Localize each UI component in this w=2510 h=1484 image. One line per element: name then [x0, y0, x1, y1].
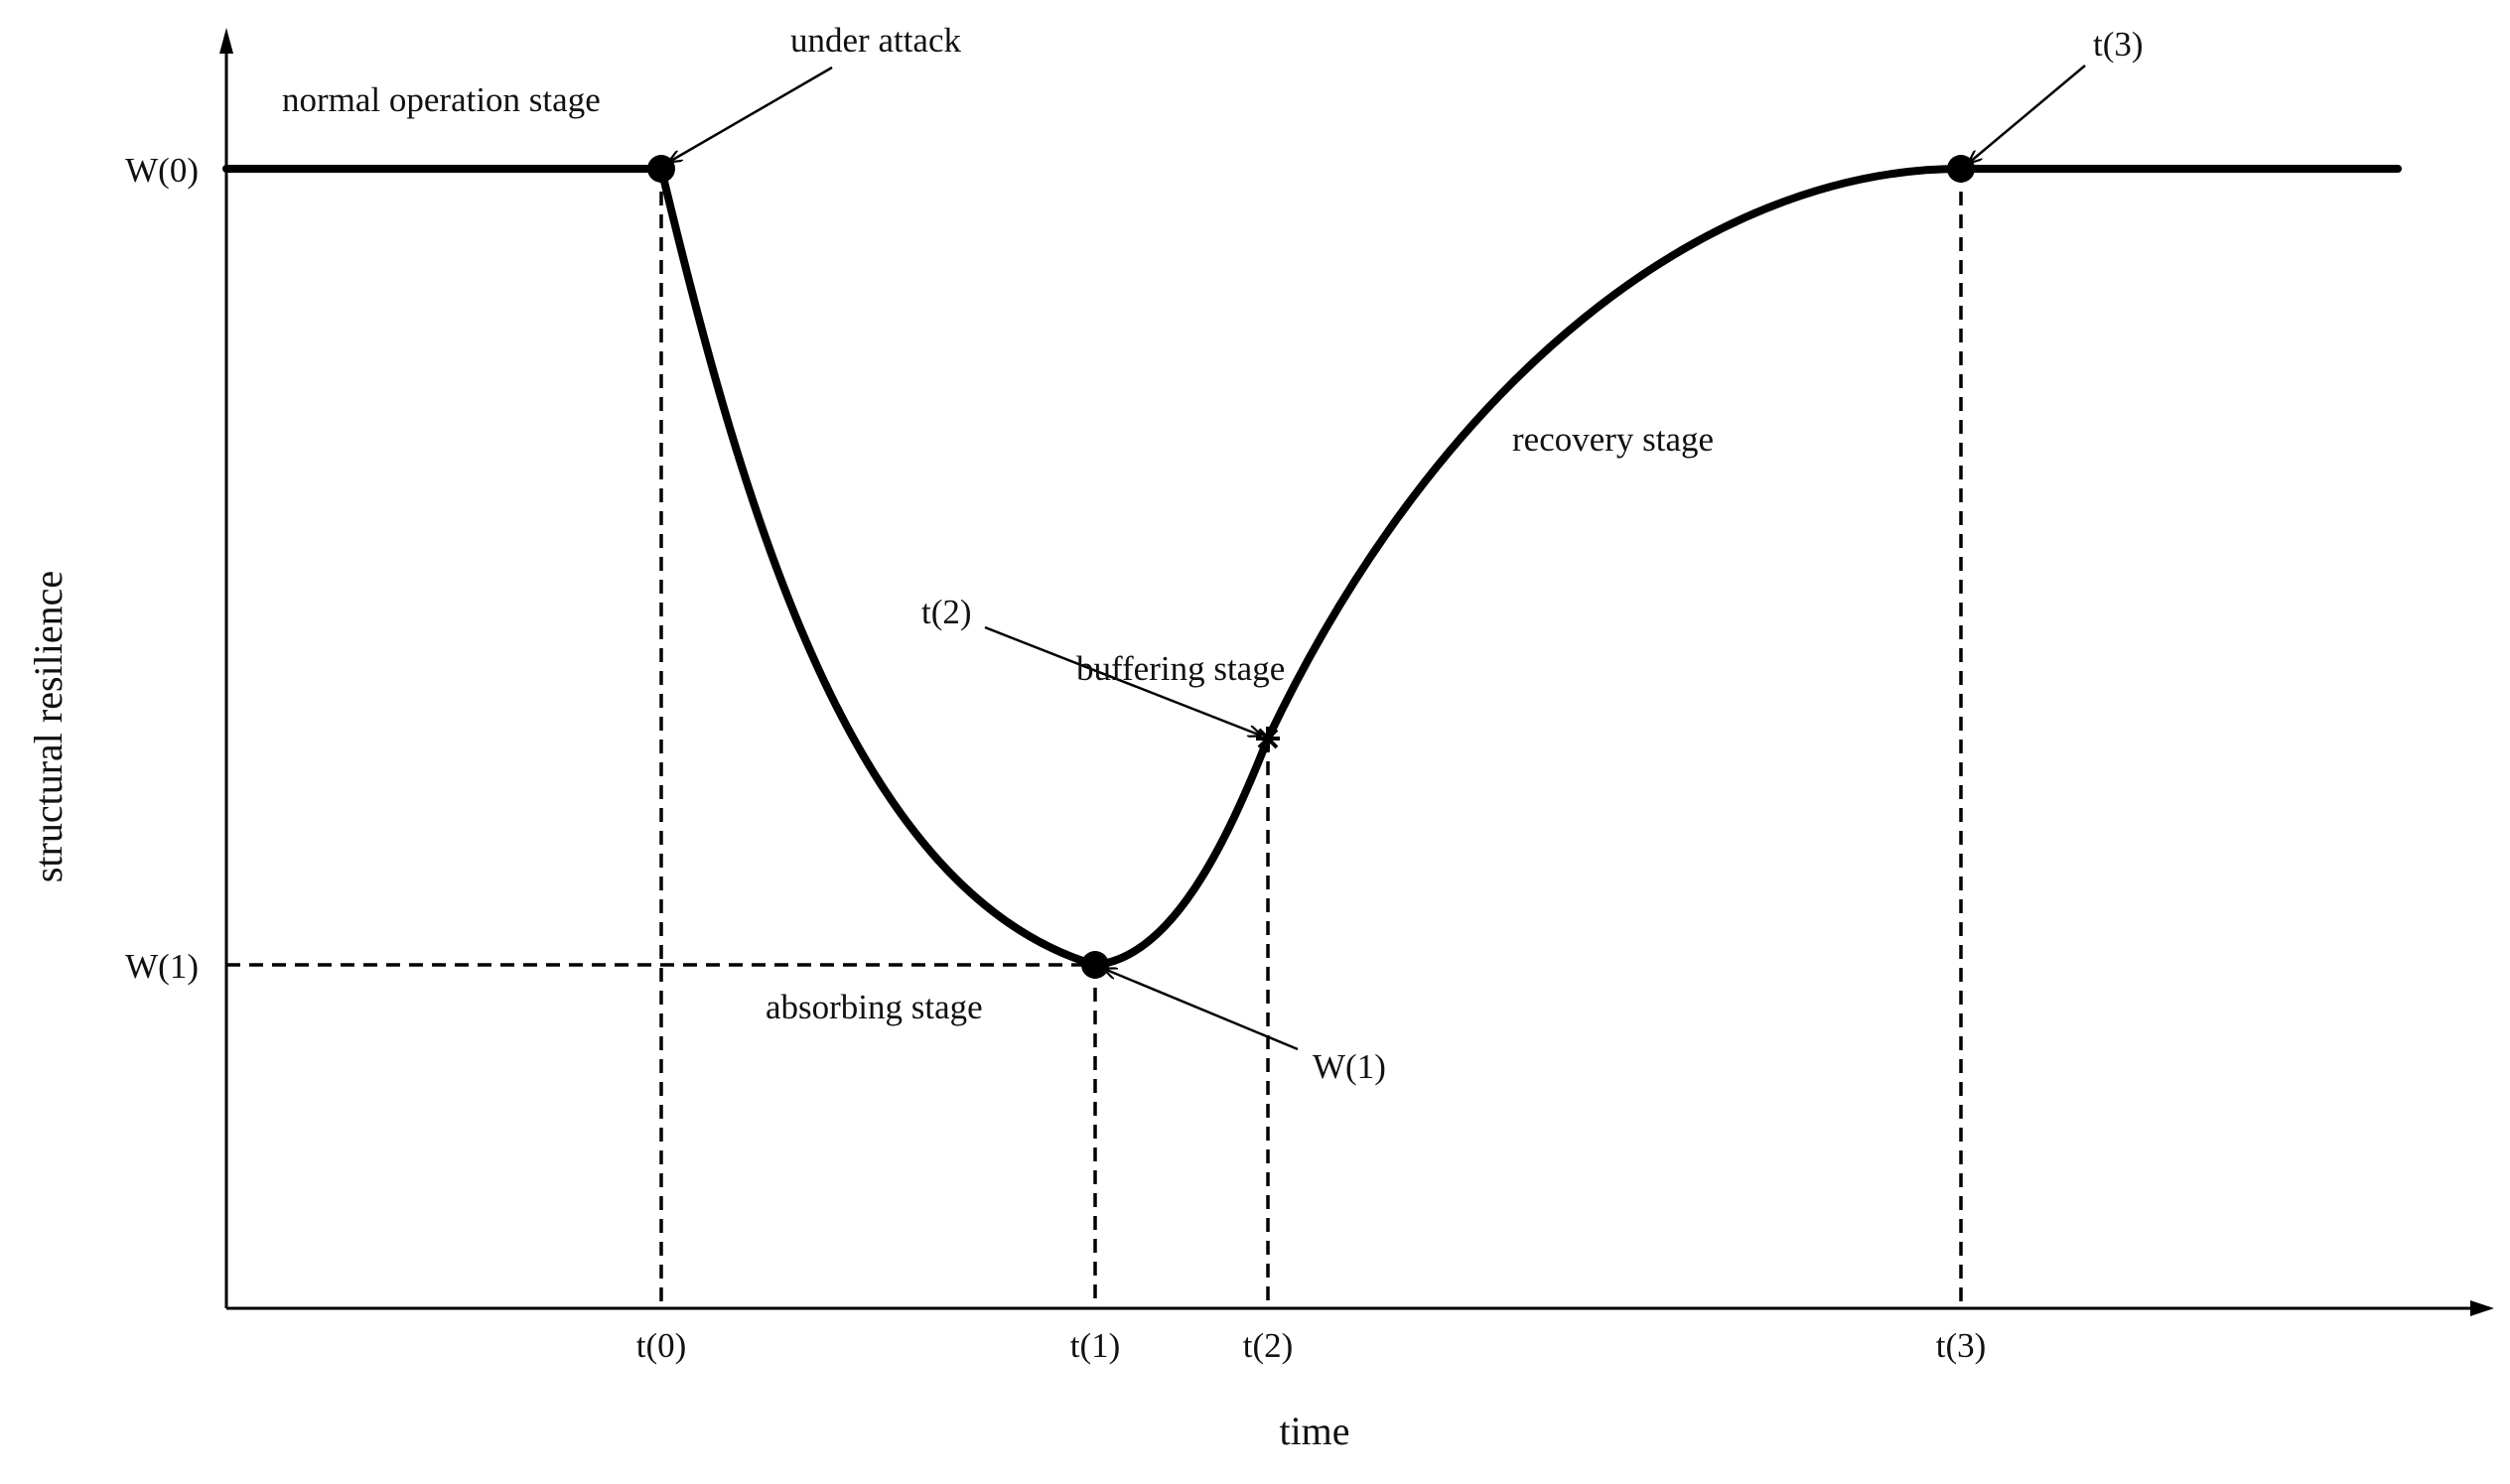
arrow-w1: [1104, 969, 1299, 1051]
annotation-arrows: [669, 65, 2086, 1051]
curve-buffering: [1091, 735, 1272, 969]
arrow-t2: [984, 625, 1261, 736]
guide-lines: [226, 169, 1963, 1308]
label-absorbing-stage: absorbing stage: [766, 988, 983, 1026]
curve-absorbing: [657, 165, 1099, 969]
arrow-under-attack: [669, 66, 833, 162]
x-axis-arrowhead: [2470, 1300, 2494, 1316]
point-minimum: [1081, 951, 1109, 979]
arrow-t3: [1969, 65, 2086, 163]
label-t3-annotation: t(3): [2093, 25, 2144, 64]
y-axis-arrowhead: [219, 28, 233, 54]
label-w1-annotation: W(1): [1313, 1047, 1386, 1086]
point-buffering-star: [1256, 727, 1280, 750]
curve-recovery: [1264, 165, 1965, 742]
label-normal-stage: normal operation stage: [282, 80, 601, 119]
y-tick-w1: W(1): [125, 947, 199, 986]
key-points: [647, 155, 1975, 979]
x-tick-t3: t(3): [1936, 1326, 1987, 1365]
x-axis-title: time: [1279, 1409, 1349, 1453]
label-under-attack: under attack: [790, 21, 961, 60]
point-attack-start: [647, 155, 675, 183]
point-recovered: [1947, 155, 1975, 183]
label-buffering-stage: buffering stage: [1076, 649, 1285, 688]
label-t2-annotation: t(2): [921, 593, 972, 631]
x-tick-t2: t(2): [1243, 1326, 1294, 1365]
y-axis-title: structural resilience: [26, 571, 70, 882]
resilience-curve: [222, 165, 2402, 969]
x-tick-t0: t(0): [636, 1326, 687, 1365]
x-tick-t1: t(1): [1070, 1326, 1121, 1365]
label-recovery-stage: recovery stage: [1512, 420, 1714, 459]
axes: [219, 28, 2494, 1316]
y-tick-w0: W(0): [125, 151, 199, 190]
